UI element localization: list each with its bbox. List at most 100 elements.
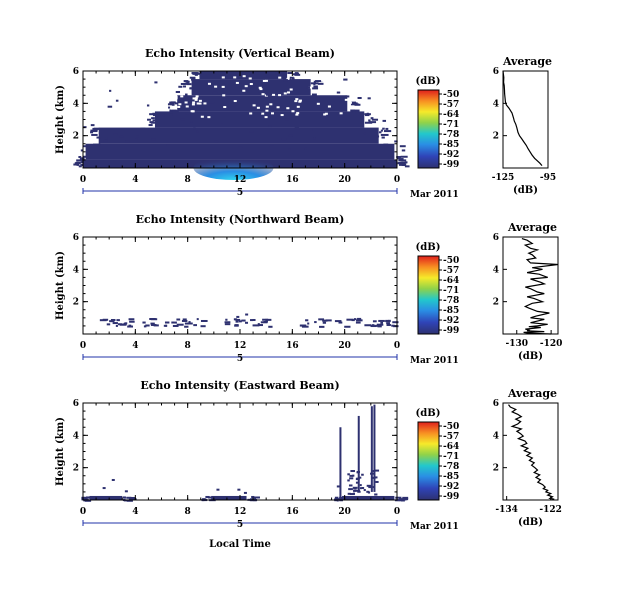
heatmap-cell [372, 470, 376, 473]
heatmap-cell [265, 93, 271, 96]
colorbar-tick-label: -50 [443, 422, 459, 432]
heatmap-cell [380, 321, 384, 324]
heatmap-cell [224, 323, 231, 326]
heatmap-gap [298, 100, 302, 103]
heatmap-cell [374, 476, 378, 479]
colorbar [417, 421, 440, 501]
heatmap-cell [78, 156, 82, 159]
average-y-tick-label: 2 [493, 298, 499, 308]
heatmap-cell [385, 127, 389, 130]
heatmap-cell [357, 317, 362, 320]
heatmap-cell [82, 155, 87, 158]
x-tick-label: 20 [338, 507, 351, 517]
heatmap-gap [339, 112, 343, 115]
x-tick-label: 20 [338, 175, 351, 185]
heatmap-cell [382, 127, 385, 130]
heatmap-cell [371, 118, 379, 121]
heatmap-cell [311, 93, 317, 96]
heatmap-cell [109, 320, 115, 323]
average-x-tick-label: -130 [505, 339, 528, 349]
heatmap-cell [322, 321, 327, 324]
heatmap-gap [195, 95, 199, 98]
colorbar-tick-label: -71 [443, 286, 459, 296]
heatmap-cell [76, 161, 81, 164]
heatmap-cell [107, 105, 113, 108]
heatmap-cell [182, 85, 187, 88]
heatmap-cell [153, 324, 159, 327]
x-tick-label: 16 [286, 507, 299, 517]
heatmap-cell [374, 493, 378, 496]
heatmap-cell [288, 148, 291, 151]
heatmap-cell [338, 321, 343, 324]
heatmap-cell [352, 110, 360, 113]
heatmap-gap [278, 94, 282, 97]
colorbar-unit: (dB) [416, 242, 441, 253]
heatmap-gap [174, 97, 178, 100]
heatmap-cell [186, 80, 190, 83]
heatmap-cell [119, 135, 124, 138]
average-y-tick-label: 4 [493, 265, 499, 275]
heatmap-gap [192, 97, 196, 100]
heatmap-cell [142, 321, 146, 324]
heatmap-cell [189, 87, 194, 90]
heatmap-cell [253, 496, 260, 499]
heatmap-gap [348, 101, 352, 104]
heatmap-cell [103, 139, 108, 142]
heatmap-cell [176, 323, 184, 326]
heatmap-cell [356, 477, 360, 480]
heatmap-cell [225, 318, 228, 321]
heatmap-cell [372, 486, 375, 489]
heatmap-cell [237, 488, 241, 491]
x-tick-label: 0 [80, 175, 86, 185]
heatmap-cell [383, 143, 389, 146]
heatmap-cell [346, 318, 354, 321]
heatmap-cell [361, 486, 365, 489]
colorbar-tick-label: -64 [443, 442, 459, 452]
heatmap-gap [222, 94, 226, 97]
colorbar [417, 255, 440, 335]
heatmap-gap [242, 89, 246, 92]
heatmap-gap [324, 112, 328, 115]
heatmap-cell [265, 318, 272, 321]
heatmap-cell [258, 90, 263, 93]
x-axis-label: Local Time [209, 539, 271, 550]
colorbar-tick-label: -64 [443, 276, 459, 286]
heatmap-cell [281, 138, 287, 141]
colorbar-unit: (dB) [416, 408, 441, 419]
heatmap-cell [347, 473, 350, 476]
heatmap-cell [164, 321, 170, 324]
heatmap-cell [147, 118, 152, 121]
heatmap-gap [191, 103, 195, 106]
heatmap-gap [265, 105, 269, 108]
heatmap-cell [315, 80, 323, 83]
heatmap-gap [352, 87, 356, 90]
heatmap-cell [235, 320, 239, 323]
heatmap-gap [262, 79, 266, 82]
heatmap-cell [83, 145, 88, 148]
heatmap-cell [135, 135, 140, 138]
heatmap-gap [287, 91, 291, 94]
heatmap-cell [172, 324, 179, 327]
panel-1: Echo Intensity (Vertical Beam) 0 4 8 12 16 20 0… [55, 47, 459, 200]
heatmap-cell [314, 321, 317, 324]
colorbar-tick-label: -99 [443, 326, 459, 336]
heatmap-gap [278, 76, 282, 79]
heatmap-cell [193, 127, 196, 130]
heatmap-cell [200, 319, 208, 322]
heatmap-gap [286, 107, 290, 110]
heatmap-cell [359, 487, 362, 490]
heatmap-gap [235, 81, 239, 84]
heatmap-cell [385, 320, 391, 323]
heatmap-cell [347, 479, 350, 482]
x-tick-label: 8 [185, 175, 191, 185]
heatmap-cell [322, 319, 328, 322]
colorbar-tick-label: -57 [443, 266, 459, 276]
heatmap-cell [289, 76, 294, 79]
heatmap-cell [251, 495, 255, 498]
heatmap-gap [296, 105, 300, 108]
average-title: Average [507, 387, 557, 400]
y-tick-label: 4 [73, 99, 79, 109]
heatmap-cell [348, 484, 353, 487]
heatmap-cell [115, 99, 119, 102]
x-tick-label: 8 [185, 341, 191, 351]
